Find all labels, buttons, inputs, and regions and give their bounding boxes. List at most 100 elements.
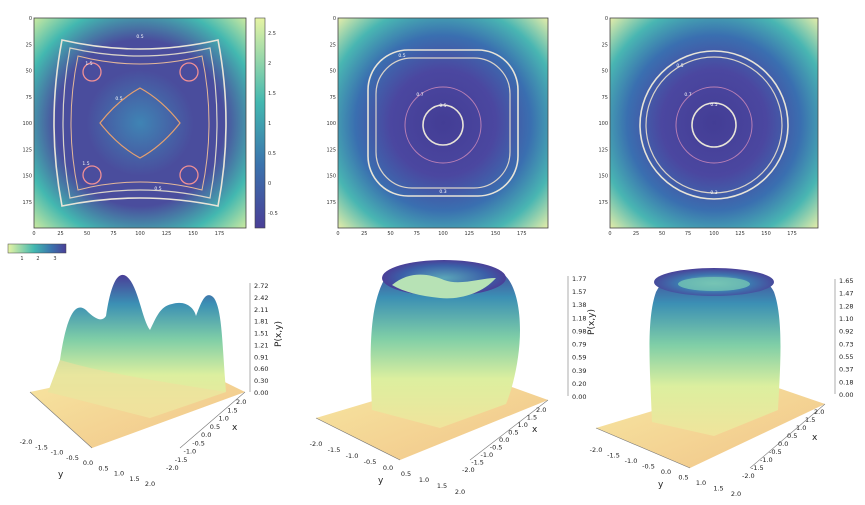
contour-label: 1.5 [85, 61, 92, 67]
x-axis-label-3: x [812, 433, 818, 443]
contour-label: 0.7 [416, 92, 423, 98]
x-tick-label: 75 [685, 231, 691, 237]
y-tick-label: 0 [605, 16, 608, 22]
contour-label: 0.5 [439, 103, 446, 109]
z-tick-label: 0.37 [839, 366, 853, 374]
contour-label: 1.5 [82, 161, 89, 167]
y-tick-label: 25 [330, 42, 336, 48]
z-tick-label: 0.60 [254, 365, 268, 373]
x-tick-label: 175 [215, 231, 225, 237]
z-tick-label: 0.73 [839, 340, 853, 348]
z-tick-label: 0.00 [572, 393, 586, 401]
x-tick-label: 100 [135, 231, 145, 237]
y-tick-label: 1.0 [114, 470, 124, 478]
x-tick-label: 2.0 [814, 408, 824, 416]
z-tick-label: 0.91 [254, 353, 268, 361]
y-axis-label-3: y [658, 480, 664, 490]
surface-axis-2 [315, 399, 549, 461]
contour-line [691, 102, 737, 148]
z-tick-label: 0.79 [572, 341, 586, 349]
colorbar-tick-label: 0.5 [268, 151, 276, 157]
contour-line [675, 86, 753, 164]
x-tick-label: 2.0 [536, 406, 546, 414]
surface-ticks-3: 2.01.51.00.50.0-0.5-1.0-1.5-2.0-2.0-1.5-… [590, 277, 854, 498]
x-tick-label: 175 [517, 231, 527, 237]
z-tick-label: 1.10 [839, 315, 853, 323]
y-tick-label: -1.0 [625, 457, 638, 465]
z-tick-label: 0.00 [254, 389, 268, 397]
y-tick-label: 0 [29, 16, 32, 22]
contour-label: 0.3 [439, 189, 446, 195]
z-axis-label-1: P(x,y) [274, 321, 284, 347]
y-tick-label: 0.5 [401, 470, 411, 478]
x-tick-label: 150 [491, 231, 501, 237]
x-tick-label: 50 [659, 231, 665, 237]
x-tick-label: -0.5 [192, 439, 205, 447]
z-axis-label-2: P(x,y) [587, 309, 597, 335]
contour-label: 0.3 [710, 190, 717, 196]
contour-line [375, 57, 511, 189]
contour-label: 0.5 [154, 186, 161, 192]
x-tick-label: -0.5 [490, 444, 503, 452]
contour-label: 0.5 [136, 34, 143, 40]
surface-axis-3 [595, 403, 826, 469]
y-tick-label: 150 [326, 174, 336, 180]
surface-plot-2: 2.01.51.00.50.0-0.5-1.0-1.5-2.0-2.0-1.5-… [310, 260, 597, 496]
contour-label: 0.5 [398, 53, 405, 59]
z-tick-label: 0.39 [572, 367, 586, 375]
colorbar-tick-label: 0 [268, 181, 271, 187]
x-tick-label: -1.5 [175, 456, 188, 464]
heatmap-image-2 [338, 18, 548, 228]
y-tick-label: 0.0 [383, 464, 393, 472]
x-tick-label: 0.0 [778, 440, 788, 448]
x-tick-label: 2.0 [236, 398, 246, 406]
z-tick-label: 0.92 [839, 328, 853, 336]
x-tick-label: -1.0 [481, 451, 494, 459]
z-tick-label: 1.21 [254, 341, 268, 349]
y-tick-label: 75 [26, 95, 32, 101]
x-tick-label: 0.5 [210, 423, 220, 431]
heatmap-panel-1: 0.5 1.5 0.5 0.5 1.5 0 25 50 75 100 125 150 1750… [22, 16, 277, 237]
contour-line [639, 50, 789, 200]
x-tick-label: -1.5 [751, 464, 764, 472]
y-tick-label: 175 [598, 200, 608, 206]
y-tick-label: 75 [330, 95, 336, 101]
z-tick-label: 1.65 [839, 277, 853, 285]
x-axis-label-1: x [232, 423, 238, 433]
x-tick-label: 1.0 [518, 421, 528, 429]
y-tick-label: 50 [602, 69, 608, 75]
y-tick-label: 1.5 [437, 482, 447, 490]
y-tick-label: -1.0 [346, 452, 359, 460]
y-tick-label: -1.5 [328, 446, 341, 454]
x-tick-label: 75 [414, 231, 420, 237]
x-tick-label: 0.0 [499, 436, 509, 444]
contour-line [404, 86, 482, 164]
x-tick-label: -0.5 [769, 448, 782, 456]
x-tick-label: 0 [32, 231, 35, 237]
surface-ticks-2: 2.01.51.00.50.0-0.5-1.0-1.5-2.0-2.0-1.5-… [310, 275, 587, 496]
y-tick-label: -1.5 [35, 443, 48, 451]
x-tick-label: -1.0 [760, 456, 773, 464]
z-tick-label: 1.28 [839, 302, 853, 310]
z-tick-label: 0.59 [572, 354, 586, 362]
z-tick-label: 1.18 [572, 314, 586, 322]
colorbar-tick-label: 1 [268, 121, 271, 127]
x-tick-label: 1.0 [219, 415, 229, 423]
x-tick-label: -2.0 [742, 472, 755, 480]
z-tick-label: 1.47 [839, 290, 853, 298]
x-tick-label: 25 [57, 231, 63, 237]
x-tick-label: 1.0 [796, 424, 806, 432]
contour-line [422, 104, 464, 146]
surface-axis-1 [29, 391, 246, 449]
x-tick-label: 150 [188, 231, 198, 237]
y-tick-label: -2.0 [310, 440, 323, 448]
x-tick-label: 175 [787, 231, 797, 237]
y-tick-label: -1.0 [51, 449, 64, 457]
colorbar-ticks: 2.5 2 1.5 1 0.5 0 -0.5 [268, 31, 278, 217]
contour-line [367, 49, 519, 197]
x-tick-label: 125 [464, 231, 474, 237]
y-tick-label: 0.5 [678, 474, 688, 482]
y-tick-label: 0.0 [661, 468, 671, 476]
y-tick-label: 100 [598, 121, 608, 127]
